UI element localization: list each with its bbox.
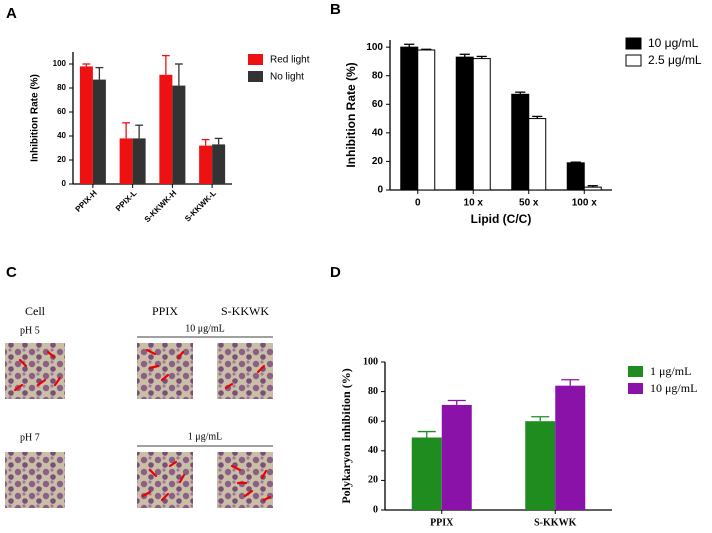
x-tick-label: 50 x bbox=[519, 198, 539, 209]
bar bbox=[411, 437, 442, 510]
bar bbox=[400, 46, 419, 191]
bar bbox=[199, 145, 213, 184]
bar bbox=[528, 118, 547, 191]
legend-swatch bbox=[628, 383, 643, 394]
y-tick-label: 0 bbox=[377, 185, 383, 196]
legend-swatch bbox=[625, 54, 642, 67]
y-tick-label: 80 bbox=[57, 83, 66, 92]
y-tick-label: 20 bbox=[372, 156, 384, 167]
bar bbox=[159, 74, 173, 184]
legend-label: 10 μg/mL bbox=[650, 381, 697, 395]
x-tick-label: S-KKWK bbox=[534, 517, 576, 528]
panel-label: A bbox=[6, 5, 17, 22]
bar bbox=[132, 138, 146, 184]
legend-label: No light bbox=[270, 72, 304, 83]
panel-label: D bbox=[330, 264, 341, 281]
x-tick-label: PPIX-H bbox=[74, 188, 99, 213]
arrows bbox=[13, 348, 272, 502]
y-tick-label: 40 bbox=[372, 127, 384, 138]
bar bbox=[583, 186, 602, 191]
bar bbox=[417, 49, 436, 191]
y-tick-label: 80 bbox=[372, 70, 384, 81]
bar bbox=[119, 138, 133, 184]
bar bbox=[455, 56, 474, 191]
y-tick-label: 60 bbox=[57, 107, 66, 116]
y-tick-label: 40 bbox=[368, 445, 378, 456]
bar bbox=[441, 404, 472, 510]
bar bbox=[511, 93, 530, 191]
bar bbox=[566, 162, 585, 191]
y-axis-title: Polykaryon inhibition (%) bbox=[339, 368, 353, 503]
legend-swatch bbox=[248, 71, 263, 82]
y-axis-title: Inhibition Rate (%) bbox=[344, 62, 358, 167]
legend-label: 2.5 μg/mL bbox=[648, 53, 702, 67]
legend-label: 1 μg/mL bbox=[650, 364, 691, 378]
micrograph bbox=[217, 343, 273, 399]
panel-label: B bbox=[330, 1, 341, 18]
y-tick-label: 20 bbox=[368, 475, 378, 486]
x-axis-title: Lipid (C/C) bbox=[471, 212, 532, 226]
micrograph-panel: Cell PPIX S-KKWK pH 5 10 μg/mL pH 7 1 μg… bbox=[5, 304, 273, 508]
x-tick-label: 0 bbox=[415, 198, 421, 209]
y-tick-label: 80 bbox=[368, 386, 378, 397]
micrograph bbox=[137, 452, 193, 508]
bar bbox=[525, 421, 556, 510]
x-tick-label: S-KKWK-L bbox=[183, 188, 218, 223]
y-tick-label: 0 bbox=[62, 179, 67, 188]
y-tick-label: 60 bbox=[372, 99, 384, 110]
concentration-label: 10 μg/mL bbox=[185, 323, 225, 334]
legend-swatch bbox=[625, 37, 642, 50]
y-tick-label: 0 bbox=[373, 504, 378, 515]
concentration-label: 1 μg/mL bbox=[188, 431, 223, 442]
bar bbox=[92, 79, 106, 184]
y-tick-label: 100 bbox=[53, 59, 67, 68]
y-tick-label: 100 bbox=[366, 42, 383, 53]
micrograph bbox=[5, 343, 65, 399]
bar bbox=[172, 85, 186, 184]
x-tick-label: 10 x bbox=[464, 198, 484, 209]
micrograph bbox=[5, 452, 65, 508]
x-tick-label: PPIX-L bbox=[114, 188, 139, 213]
legend-swatch bbox=[248, 54, 263, 65]
bar bbox=[212, 144, 226, 184]
column-header: PPIX bbox=[152, 304, 178, 318]
row-label: pH 7 bbox=[20, 432, 40, 443]
bar bbox=[79, 66, 93, 184]
y-axis-title: Inhibition Rate (%) bbox=[30, 74, 41, 162]
y-tick-label: 60 bbox=[368, 415, 378, 426]
x-tick-label: S-KKWK-H bbox=[143, 188, 179, 224]
legend-label: 10 μg/mL bbox=[648, 36, 699, 50]
micrograph bbox=[137, 343, 193, 399]
y-tick-label: 40 bbox=[57, 131, 66, 140]
legend-swatch bbox=[628, 366, 643, 377]
legend-label: Red light bbox=[270, 55, 310, 66]
x-tick-label: PPIX bbox=[430, 517, 454, 528]
bar bbox=[472, 58, 491, 191]
column-header: Cell bbox=[25, 304, 46, 318]
y-tick-label: 20 bbox=[57, 155, 66, 164]
y-tick-label: 100 bbox=[363, 356, 378, 367]
bar bbox=[555, 385, 586, 510]
row-label: pH 5 bbox=[20, 325, 40, 336]
micrograph bbox=[217, 452, 273, 508]
column-header: S-KKWK bbox=[221, 304, 269, 318]
x-tick-label: 100 x bbox=[572, 198, 597, 209]
panel-label: C bbox=[6, 264, 17, 281]
